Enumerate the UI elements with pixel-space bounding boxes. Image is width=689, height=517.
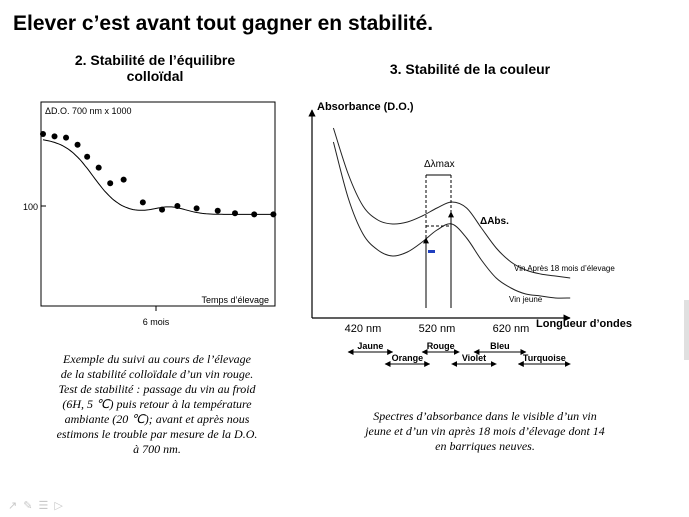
slide-toolbar[interactable]: ↗✎☰▷ [8, 499, 69, 512]
absorbance-spectra-chart: Absorbance (D.O.) Longueur d’ondes 420 n… [308, 101, 632, 367]
more-icon[interactable]: ▷ [54, 500, 69, 512]
menu-icon[interactable]: ☰ [38, 500, 55, 512]
data-point [120, 176, 127, 183]
color-band-label: Violet [462, 353, 486, 363]
caption-line: Spectres d’absorbance dans le visible d’… [373, 409, 597, 423]
y-tick-label: 100 [23, 202, 38, 212]
slide-title: Elever c’est avant tout gagner en stabil… [13, 12, 434, 35]
color-band-label: Bleu [490, 341, 510, 351]
pointer-icon[interactable]: ↗ [8, 500, 24, 512]
delta-abs-label: ΔAbs. [480, 216, 509, 227]
caption-line: Exemple du suivi au cours de l’élevage [63, 352, 251, 366]
data-point [251, 211, 258, 218]
data-point [107, 180, 114, 187]
delta-lambda-max-label: Δλmax [424, 159, 455, 170]
data-point [174, 203, 181, 209]
data-point [193, 205, 200, 212]
caption-line: Test de stabilité : passage du vin au fr… [58, 382, 256, 396]
trend-line [42, 139, 274, 215]
caption-line: en barriques neuves. [435, 439, 535, 453]
data-point [270, 211, 277, 218]
color-band-label: Orange [392, 353, 424, 363]
colloidal-stability-chart: ΔD.O. 700 nm x 1000 Temps d’élevage 100 … [23, 101, 277, 327]
cursor-marker-icon [428, 250, 435, 253]
caption-line: de la stabilité colloïdale d’un vin roug… [60, 367, 254, 381]
color-band-label: Jaune [357, 341, 383, 351]
data-points [40, 131, 277, 218]
data-point [84, 153, 91, 160]
right-panel-heading: 3. Stabilité de la couleur [389, 61, 551, 77]
left-caption: Exemple du suivi au cours de l’élevage d… [22, 352, 292, 457]
data-point [40, 131, 46, 137]
pen-icon[interactable]: ✎ [23, 500, 39, 512]
x-axis-label: Longueur d’ondes [536, 318, 632, 330]
right-caption: Spectres d’absorbance dans le visible d’… [335, 409, 635, 454]
caption-line: estimons le trouble par mesure de la D.O… [56, 427, 258, 441]
series-aged-wine [332, 127, 571, 279]
data-point [232, 210, 238, 217]
x-tick-label-420: 420 nm [345, 323, 382, 335]
data-point [214, 207, 221, 214]
chart-frame [40, 101, 276, 307]
x-axis-label: Temps d’élevage [201, 295, 269, 305]
left-heading-line1: 2. Stabilité de l’équilibre [74, 52, 236, 68]
data-point [63, 134, 70, 141]
data-point [51, 133, 58, 140]
series-young-wine [332, 141, 571, 299]
scrollbar[interactable] [684, 300, 689, 360]
x-tick-label: 6 mois [143, 317, 170, 327]
caption-line: (6H, 5 ℃) puis retour à la température [62, 397, 252, 411]
legend-aged-wine: Vin Après 18 mois d’élevage [514, 264, 615, 273]
left-panel-heading: 2. Stabilité de l’équilibre colloïdal [40, 52, 270, 84]
left-heading-line2: colloïdal [126, 68, 184, 84]
legend-young-wine: Vin jeune [509, 295, 543, 304]
data-point [95, 164, 102, 171]
x-tick-label-620: 620 nm [493, 323, 530, 335]
color-band-label: Rouge [427, 341, 455, 351]
y-axis-label: Absorbance (D.O.) [317, 101, 414, 113]
color-band-label: Turquoise [523, 353, 566, 363]
data-point [74, 141, 81, 148]
y-axis-label: ΔD.O. 700 nm x 1000 [45, 106, 132, 116]
x-tick-label-520: 520 nm [419, 323, 456, 335]
caption-line: jeune et d’un vin après 18 mois d’élevag… [365, 424, 605, 438]
data-point [139, 199, 146, 206]
caption-line: ambiante (20 ℃); avant et après nous [64, 412, 250, 426]
caption-line: à 700 nm. [133, 442, 181, 456]
data-point [159, 206, 166, 213]
